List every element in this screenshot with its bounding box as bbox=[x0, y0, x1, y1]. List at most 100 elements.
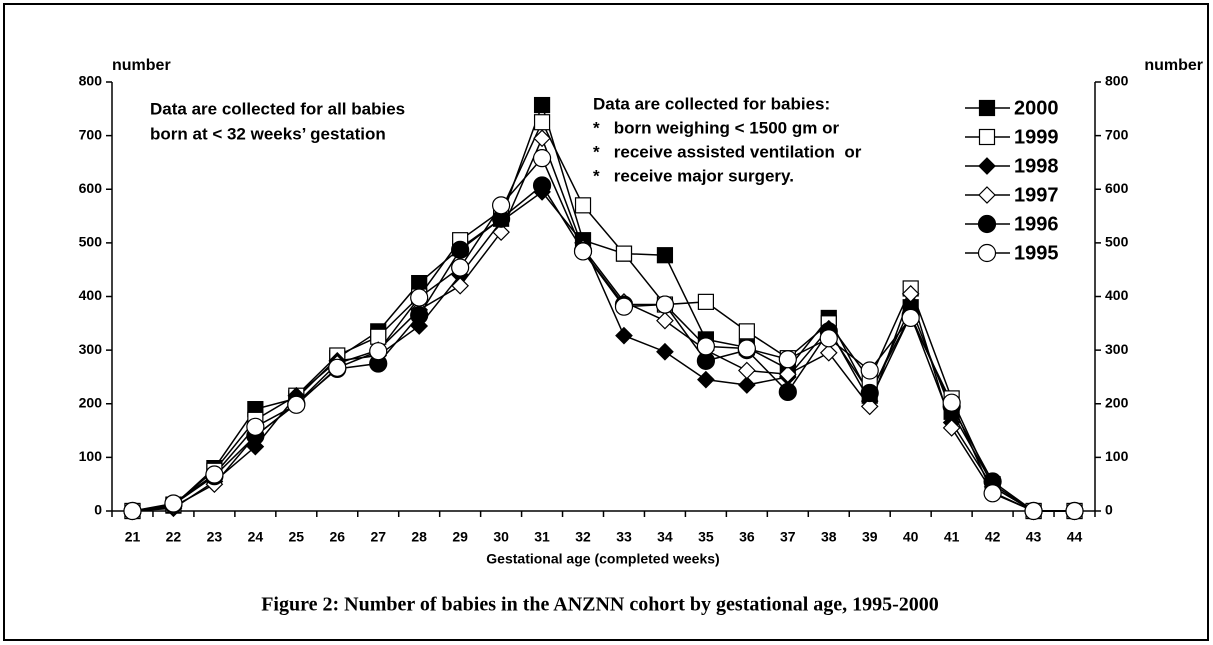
data-point bbox=[656, 311, 674, 330]
x-tick-label: 44 bbox=[1067, 529, 1083, 545]
x-tick-label: 30 bbox=[493, 529, 509, 545]
data-point bbox=[697, 293, 714, 310]
legend-label: 1998 bbox=[1014, 155, 1059, 177]
y-tick-label: 800 bbox=[79, 73, 103, 89]
data-point bbox=[942, 393, 961, 412]
annotation: born at < 32 weeks’ gestation bbox=[150, 124, 386, 143]
data-point bbox=[614, 297, 634, 316]
y-tick-label: 200 bbox=[79, 394, 103, 410]
data-point bbox=[287, 395, 306, 414]
x-tick-label: 24 bbox=[248, 529, 264, 545]
data-point bbox=[246, 417, 265, 436]
data-point bbox=[451, 276, 469, 295]
data-point bbox=[451, 240, 470, 259]
data-point bbox=[532, 176, 552, 195]
y-tick-label: 300 bbox=[79, 341, 103, 357]
data-point bbox=[205, 465, 224, 484]
frame bbox=[3, 3, 1209, 641]
x-tick-label: 41 bbox=[944, 529, 960, 545]
legend-label: 1999 bbox=[1014, 126, 1059, 148]
data-point bbox=[532, 149, 552, 168]
x-tick-label: 23 bbox=[207, 529, 223, 545]
y2-tick-label: 300 bbox=[1105, 341, 1129, 357]
data-point bbox=[573, 242, 593, 261]
annotation: * born weighing < 1500 gm or bbox=[593, 118, 839, 137]
x-tick-label: 35 bbox=[698, 529, 714, 545]
y2-tick-label: 200 bbox=[1105, 394, 1129, 410]
data-point bbox=[860, 361, 879, 380]
data-point bbox=[410, 288, 429, 307]
legend-label: 1996 bbox=[1014, 213, 1059, 235]
chart-title: Figure 2: Number of babies in the ANZNN … bbox=[261, 594, 939, 616]
data-point bbox=[778, 365, 797, 384]
data-point bbox=[942, 419, 961, 437]
y-tick-label: 700 bbox=[79, 126, 103, 142]
data-point bbox=[901, 284, 920, 303]
x-tick-label: 36 bbox=[739, 529, 755, 545]
x-tick-label: 26 bbox=[329, 529, 345, 545]
data-point bbox=[1065, 501, 1084, 521]
y2-tick-label: 800 bbox=[1105, 73, 1129, 89]
x-tick-label: 42 bbox=[985, 529, 1001, 545]
annotation: Data are collected for all babies bbox=[150, 99, 405, 118]
y2-tick-label: 100 bbox=[1105, 448, 1129, 464]
x-tick-label: 31 bbox=[534, 529, 550, 545]
y2-tick-label: 0 bbox=[1105, 502, 1113, 518]
x-tick-label: 32 bbox=[575, 529, 591, 545]
data-point bbox=[164, 494, 183, 513]
data-point bbox=[574, 197, 592, 214]
legend-marker bbox=[977, 214, 997, 234]
data-point bbox=[860, 383, 879, 403]
data-point bbox=[696, 337, 715, 356]
x-tick-label: 40 bbox=[903, 529, 919, 545]
data-point bbox=[697, 370, 715, 389]
y2-axis-label: number bbox=[1144, 57, 1203, 74]
data-point bbox=[860, 397, 879, 416]
data-point bbox=[411, 274, 428, 292]
data-point bbox=[123, 501, 142, 521]
data-point bbox=[533, 114, 551, 131]
legend-marker bbox=[977, 243, 997, 263]
y2-tick-label: 400 bbox=[1105, 287, 1129, 303]
data-point bbox=[656, 247, 674, 264]
x-tick-label: 25 bbox=[289, 529, 305, 545]
data-point bbox=[737, 339, 756, 358]
data-point bbox=[410, 306, 429, 325]
annotation: Data are collected for babies: bbox=[593, 94, 830, 113]
x-tick-label: 38 bbox=[821, 529, 837, 545]
y-tick-label: 600 bbox=[79, 180, 103, 196]
data-point bbox=[819, 329, 838, 348]
y-tick-label: 500 bbox=[79, 234, 103, 250]
data-point bbox=[901, 308, 920, 328]
data-point bbox=[615, 245, 633, 262]
data-point bbox=[533, 129, 551, 148]
x-tick-label: 27 bbox=[370, 529, 386, 545]
x-tick-label: 21 bbox=[125, 529, 141, 545]
y2-tick-label: 700 bbox=[1105, 126, 1129, 142]
data-point bbox=[655, 295, 675, 314]
data-point bbox=[451, 258, 470, 277]
data-point bbox=[492, 223, 510, 241]
data-point bbox=[615, 326, 633, 345]
data-point bbox=[492, 196, 511, 215]
annotation: * receive assisted ventilation or bbox=[593, 142, 862, 161]
data-point bbox=[533, 96, 551, 114]
legend-label: 2000 bbox=[1014, 97, 1059, 119]
legend-marker bbox=[978, 186, 996, 204]
data-point bbox=[369, 342, 388, 361]
x-tick-label: 33 bbox=[616, 529, 632, 545]
y-axis-label: number bbox=[112, 57, 171, 74]
data-point bbox=[656, 342, 674, 361]
y-tick-label: 100 bbox=[79, 448, 103, 464]
x-tick-label: 34 bbox=[657, 529, 673, 545]
x-tick-label: 29 bbox=[452, 529, 468, 545]
data-point bbox=[738, 323, 755, 340]
legend-marker bbox=[978, 99, 996, 117]
legend-label: 1997 bbox=[1014, 184, 1059, 206]
data-point bbox=[738, 376, 756, 394]
x-tick-label: 43 bbox=[1026, 529, 1042, 545]
data-point bbox=[1024, 501, 1043, 521]
x-tick-label: 22 bbox=[166, 529, 182, 545]
y2-tick-label: 600 bbox=[1105, 180, 1129, 196]
